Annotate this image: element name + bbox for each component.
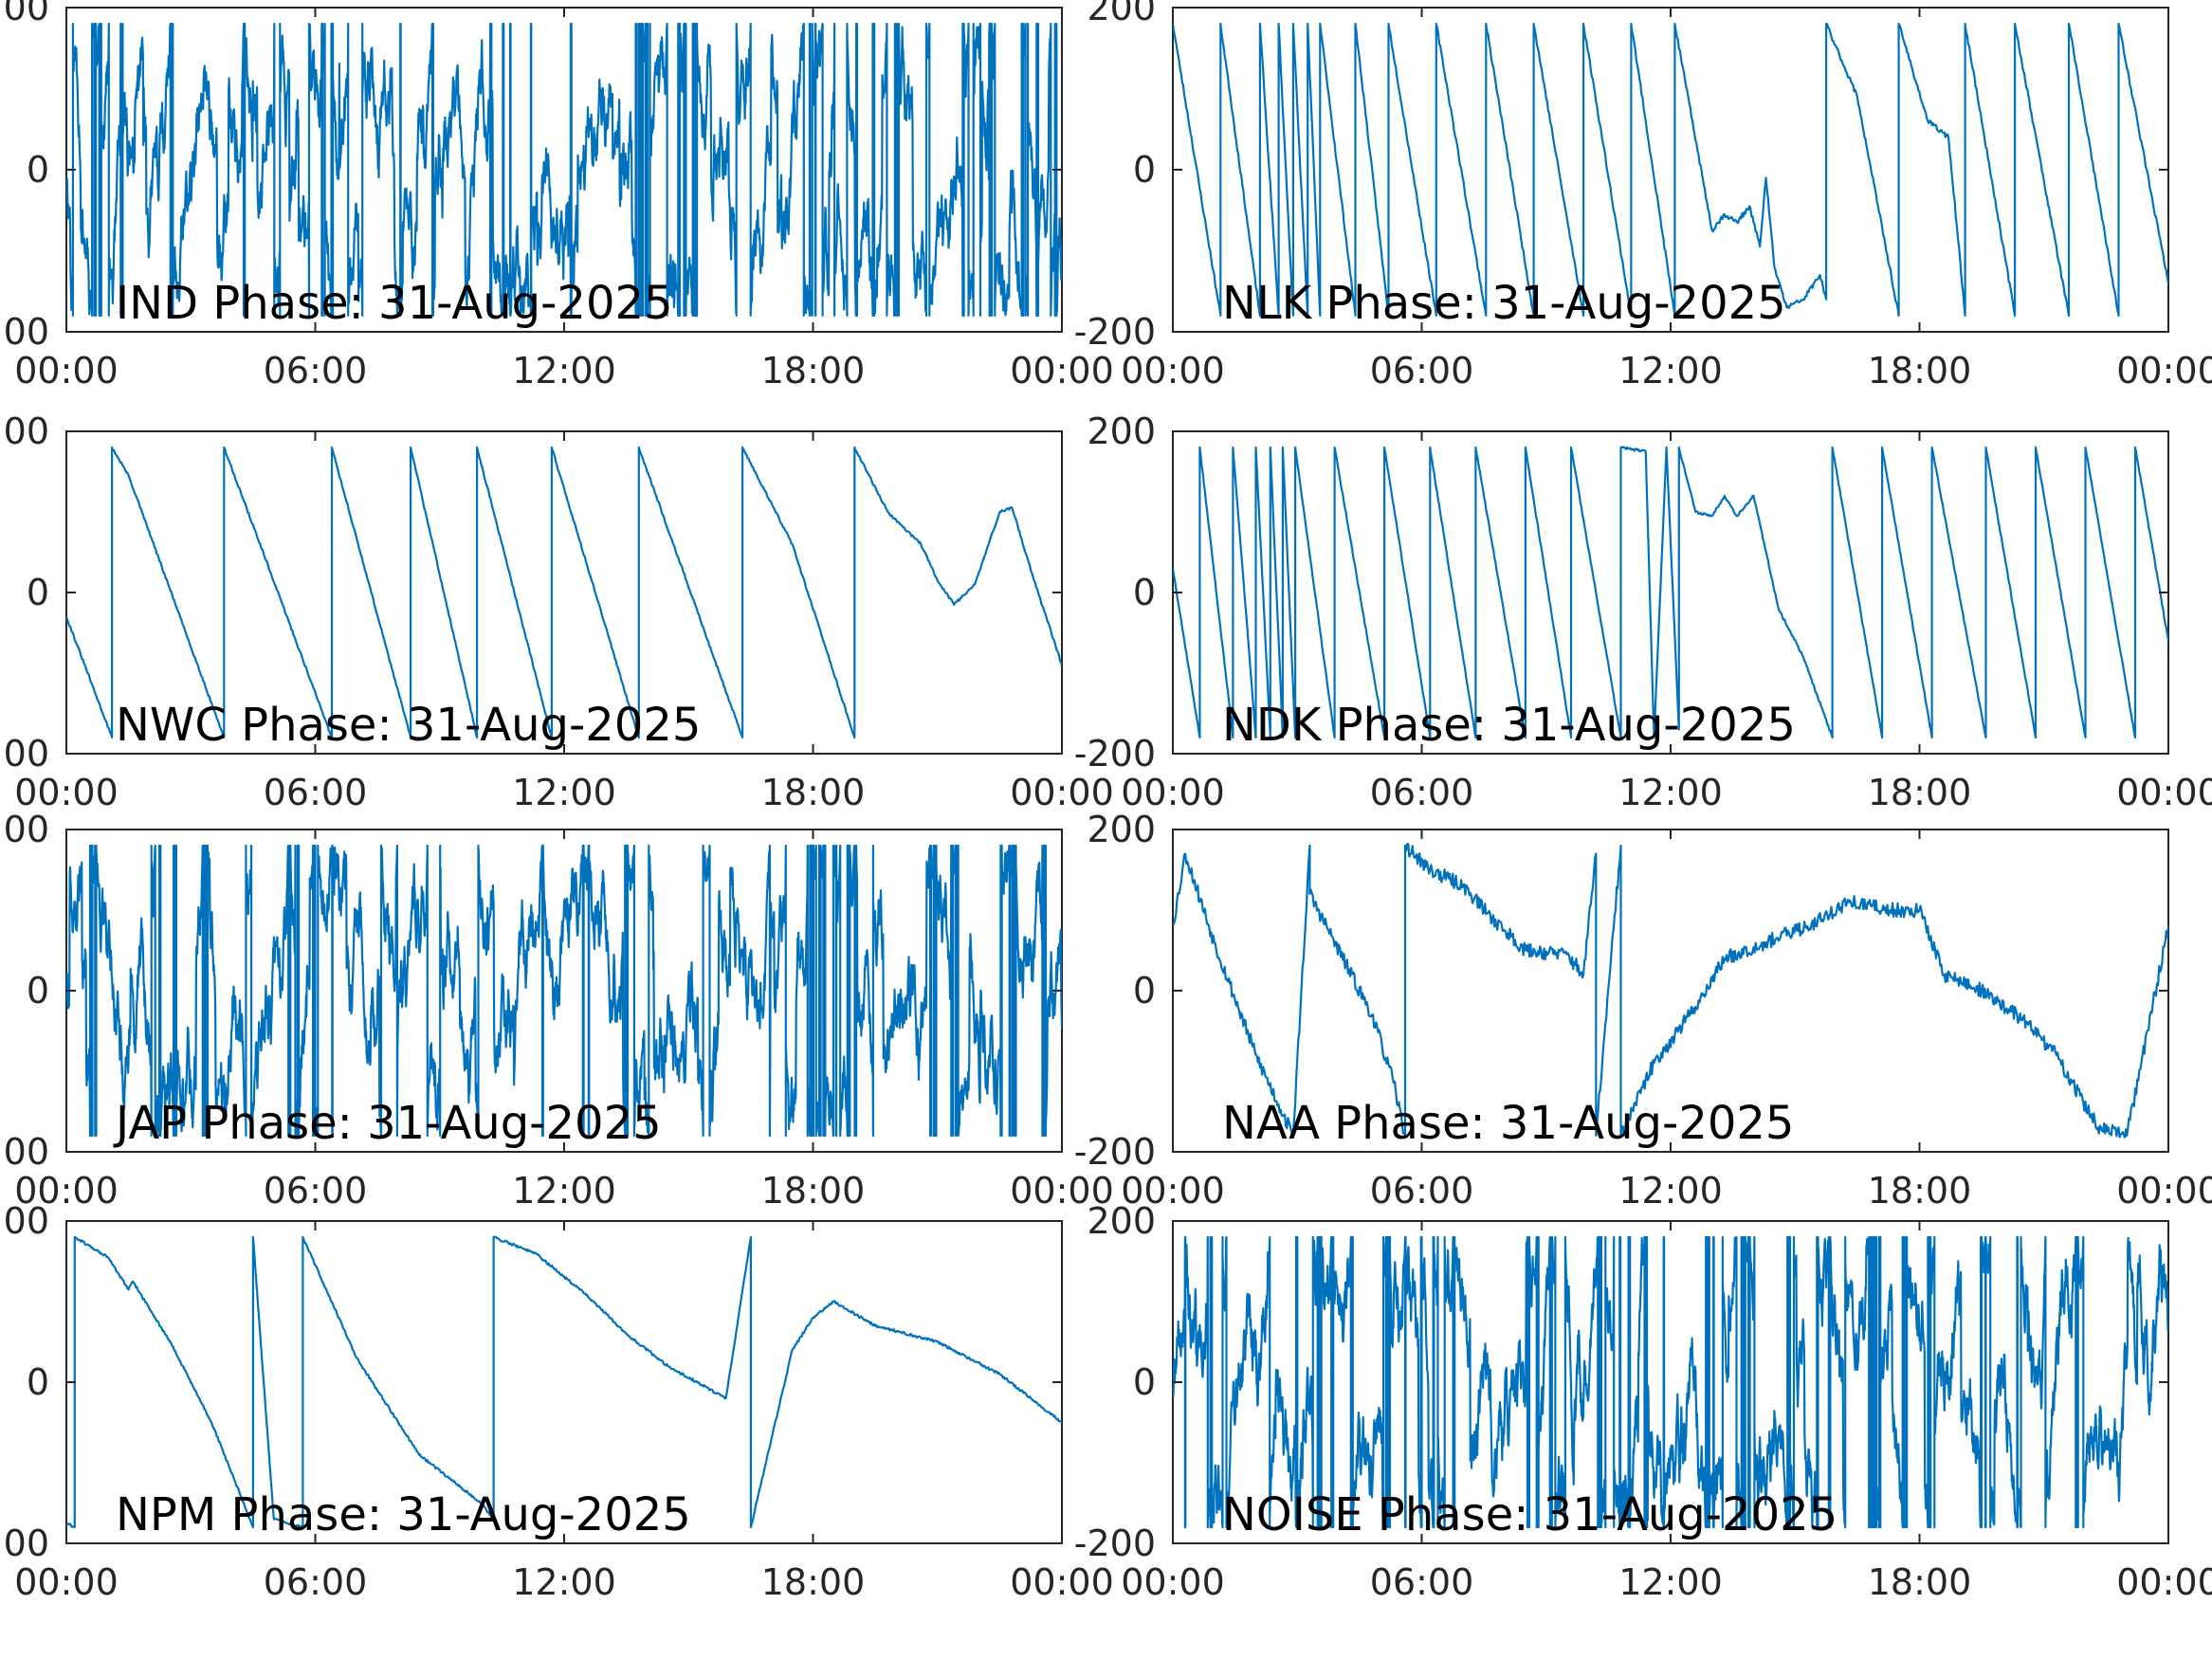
x-tick-label: 12:00 (1618, 772, 1723, 813)
y-tick-label: -200 (0, 311, 49, 353)
phase-trace (66, 1235, 1062, 1529)
x-tick-label: 06:00 (264, 350, 368, 392)
x-tick-label: 12:00 (512, 1170, 616, 1212)
y-tick-label: 0 (27, 572, 49, 613)
y-tick-label: -200 (1074, 1522, 1156, 1564)
x-tick-label: 06:00 (1370, 350, 1474, 392)
x-tick-label: 18:00 (1868, 772, 1972, 813)
x-tick-label: 06:00 (264, 1170, 368, 1212)
panel-title: NOISE Phase: 31-Aug-2025 (1222, 1488, 1837, 1541)
panel-title: NDK Phase: 31-Aug-2025 (1222, 699, 1796, 752)
x-tick-label: 18:00 (761, 772, 866, 813)
y-tick-label: -200 (1074, 733, 1156, 775)
y-tick-label: 0 (1133, 1361, 1156, 1403)
x-tick-label: 00:00 (14, 1170, 119, 1212)
y-tick-label: 0 (27, 149, 49, 191)
x-tick-label: 18:00 (1868, 1170, 1972, 1212)
x-tick-label: 00:00 (14, 350, 119, 392)
x-tick-label: 12:00 (512, 350, 616, 392)
x-tick-label: 00:00 (2116, 1561, 2212, 1603)
x-tick-label: 00:00 (14, 1561, 119, 1603)
x-tick-label: 18:00 (761, 1561, 866, 1603)
phase-trace (1173, 446, 2168, 739)
x-tick-label: 00:00 (1010, 350, 1114, 392)
panel-title: IND Phase: 31-Aug-2025 (116, 277, 673, 330)
x-tick-label: 00:00 (1010, 1170, 1114, 1212)
x-tick-label: 00:00 (14, 772, 119, 813)
y-tick-label: -200 (0, 1522, 49, 1564)
x-tick-label: 00:00 (1010, 1561, 1114, 1603)
y-tick-label: 200 (0, 0, 49, 28)
x-tick-label: 00:00 (1121, 350, 1225, 392)
y-tick-label: 200 (0, 809, 49, 850)
y-tick-label: -200 (1074, 311, 1156, 353)
panel-title: NLK Phase: 31-Aug-2025 (1222, 277, 1786, 330)
y-tick-label: 0 (27, 1361, 49, 1403)
x-tick-label: 18:00 (761, 350, 866, 392)
x-tick-label: 06:00 (1370, 1170, 1474, 1212)
x-tick-label: 06:00 (1370, 772, 1474, 813)
panel-title: NWC Phase: 31-Aug-2025 (116, 699, 701, 752)
y-tick-label: 200 (1087, 809, 1156, 850)
x-tick-label: 18:00 (1868, 350, 1972, 392)
x-tick-label: 00:00 (1121, 772, 1225, 813)
phase-trace (66, 844, 1062, 1138)
y-tick-label: 200 (0, 1200, 49, 1242)
x-tick-label: 00:00 (1121, 1170, 1225, 1212)
y-tick-label: -200 (0, 733, 49, 775)
axes-box (1172, 430, 2169, 755)
y-tick-label: 0 (1133, 970, 1156, 1012)
phase-trace (1173, 843, 2168, 1139)
y-tick-label: 0 (1133, 149, 1156, 191)
x-tick-label: 06:00 (1370, 1561, 1474, 1603)
y-tick-label: 0 (1133, 572, 1156, 613)
axes-box (65, 829, 1063, 1153)
phase-trace (66, 23, 1062, 317)
y-tick-label: 200 (0, 410, 49, 452)
x-tick-label: 12:00 (1618, 350, 1723, 392)
x-tick-label: 12:00 (1618, 1561, 1723, 1603)
phase-trace (1173, 1235, 2168, 1529)
y-tick-label: 0 (27, 970, 49, 1012)
x-tick-label: 06:00 (264, 772, 368, 813)
y-tick-label: -200 (1074, 1131, 1156, 1173)
x-tick-label: 00:00 (2116, 772, 2212, 813)
x-tick-label: 00:00 (2116, 1170, 2212, 1212)
y-tick-label: 200 (1087, 1200, 1156, 1242)
panel-title: NAA Phase: 31-Aug-2025 (1222, 1097, 1794, 1150)
y-tick-label: -200 (0, 1131, 49, 1173)
panel-title: JAP Phase: 31-Aug-2025 (113, 1097, 662, 1150)
y-tick-label: 200 (1087, 410, 1156, 452)
x-tick-label: 12:00 (512, 1561, 616, 1603)
x-tick-label: 00:00 (1010, 772, 1114, 813)
x-tick-label: 18:00 (1868, 1561, 1972, 1603)
axes-box (1172, 829, 2169, 1153)
panel-title: NPM Phase: 31-Aug-2025 (116, 1488, 691, 1541)
x-tick-label: 18:00 (761, 1170, 866, 1212)
phase-trace (1173, 23, 2168, 317)
x-tick-label: 00:00 (1121, 1561, 1225, 1603)
x-tick-label: 12:00 (512, 772, 616, 813)
x-tick-label: 06:00 (264, 1561, 368, 1603)
y-tick-label: 200 (1087, 0, 1156, 28)
x-tick-label: 12:00 (1618, 1170, 1723, 1212)
phase-trace (66, 446, 1062, 739)
x-tick-label: 00:00 (2116, 350, 2212, 392)
